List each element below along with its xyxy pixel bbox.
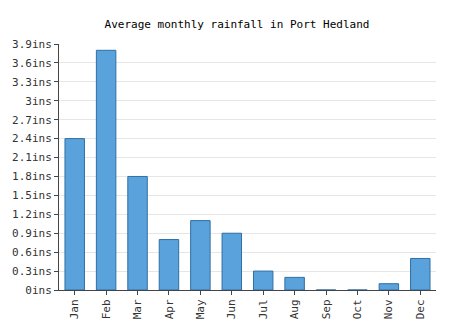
- svg-text:Apr: Apr: [163, 299, 176, 319]
- svg-text:Jan: Jan: [68, 299, 81, 319]
- svg-text:2.4ins: 2.4ins: [12, 132, 52, 145]
- svg-text:3.9ins: 3.9ins: [12, 38, 52, 51]
- svg-text:1.5ins: 1.5ins: [12, 189, 52, 202]
- svg-text:Nov: Nov: [382, 299, 395, 319]
- svg-text:2.7ins: 2.7ins: [12, 114, 52, 127]
- svg-text:0.3ins: 0.3ins: [12, 265, 52, 278]
- svg-text:Oct: Oct: [351, 299, 364, 319]
- svg-text:Average monthly rainfall in Po: Average monthly rainfall in Port Hedland: [105, 18, 370, 31]
- svg-text:Sep: Sep: [320, 299, 333, 319]
- svg-text:Dec: Dec: [414, 299, 427, 319]
- svg-text:Aug: Aug: [288, 299, 301, 319]
- svg-text:Jul: Jul: [257, 299, 270, 319]
- svg-text:0.6ins: 0.6ins: [12, 246, 52, 259]
- svg-text:May: May: [194, 299, 207, 319]
- svg-text:3ins: 3ins: [25, 95, 52, 108]
- svg-text:3.6ins: 3.6ins: [12, 57, 52, 70]
- svg-text:Mar: Mar: [131, 299, 144, 319]
- svg-text:0ins: 0ins: [25, 284, 52, 297]
- svg-text:1.2ins: 1.2ins: [12, 208, 52, 221]
- svg-text:Feb: Feb: [100, 299, 113, 319]
- svg-text:3.3ins: 3.3ins: [12, 76, 52, 89]
- svg-text:2.1ins: 2.1ins: [12, 151, 52, 164]
- svg-text:1.8ins: 1.8ins: [12, 170, 52, 183]
- svg-text:Jun: Jun: [225, 299, 238, 319]
- svg-text:0.9ins: 0.9ins: [12, 227, 52, 240]
